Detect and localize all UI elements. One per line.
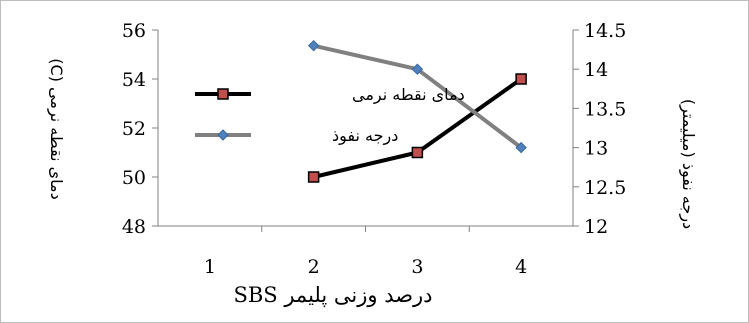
left-y-tick-label: 56	[122, 20, 146, 42]
right-y-tick-label: 13	[584, 138, 608, 160]
right-y-tick-label: 12.5	[584, 177, 626, 199]
right-y-tick-label: 14	[584, 59, 608, 81]
right-y-tick-label: 12	[584, 216, 608, 238]
legend-item-softening-point: دمای نقطه نرمی	[195, 85, 465, 105]
data-point-diamond	[307, 39, 320, 52]
x-axis-title: درصد وزنی پلیمر SBS	[233, 283, 432, 308]
data-point-diamond	[515, 141, 527, 154]
left-y-tick-label: 54	[122, 69, 146, 91]
right-y-tick-label: 14.5	[584, 20, 626, 42]
x-ticks: 1 2 3 4	[204, 226, 527, 278]
data-point-square	[515, 73, 527, 85]
legend-marker-penetration	[217, 129, 229, 141]
x-tick-label: 3	[411, 256, 423, 278]
series-layer	[307, 39, 527, 183]
legend-label-softening-point: دمای نقطه نرمی	[352, 85, 465, 105]
left-y-ticks: 48 50 52 54 56	[122, 20, 158, 238]
legend-marker-softening-point	[217, 88, 229, 100]
x-tick-label: 1	[204, 256, 216, 278]
right-y-tick-label: 13.5	[584, 98, 626, 120]
data-point-diamond	[411, 63, 424, 75]
left-y-tick-label: 50	[122, 167, 146, 189]
right-y-axis-title: درجه نفوذ (میلیمتر)	[678, 99, 698, 229]
left-y-tick-label: 48	[122, 216, 146, 238]
legend: دمای نقطه نرمی درجه نفوذ	[195, 85, 465, 146]
data-point-square	[307, 171, 320, 183]
data-point-square	[411, 146, 424, 159]
left-y-axis-title: دمای نقطه نرمی (C)	[46, 58, 66, 199]
legend-label-penetration: درجه نفوذ	[332, 126, 398, 146]
left-y-tick-label: 52	[122, 118, 146, 140]
legend-item-penetration: درجه نفوذ	[195, 126, 398, 146]
right-y-ticks: 12 12.5 13 13.5 14 14.5	[573, 20, 626, 238]
x-tick-label: 2	[308, 256, 320, 278]
x-tick-label: 4	[515, 256, 527, 278]
